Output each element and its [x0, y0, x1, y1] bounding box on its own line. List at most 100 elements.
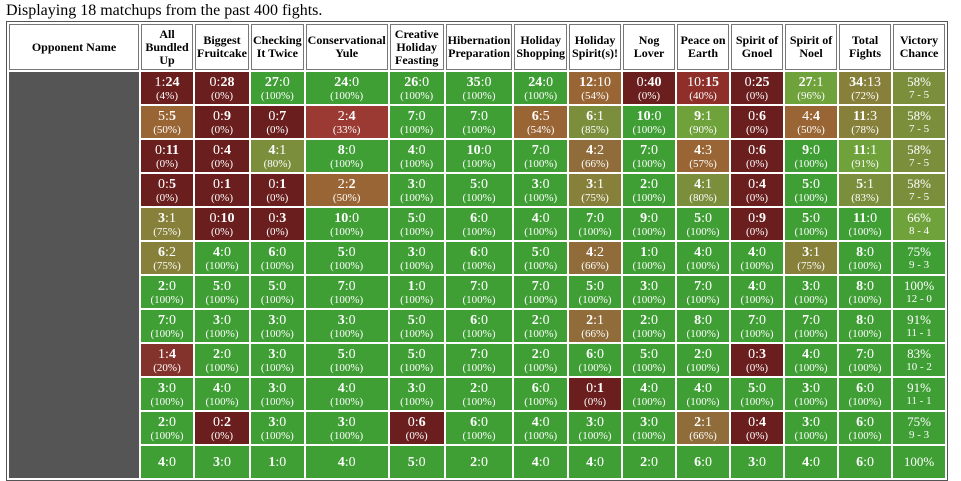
matchup-score: 0:3	[731, 347, 783, 362]
matchup-score: 2:0	[446, 455, 513, 470]
losses-count: 4	[812, 108, 820, 124]
matchup-score: 7:0	[623, 143, 675, 158]
matchup-score: 5:5	[141, 109, 193, 124]
losses-count: 0	[650, 210, 658, 226]
victory-chance-cell: 66% 8 - 4	[893, 208, 946, 240]
matchup-score: 1:0	[623, 245, 675, 260]
matchup-cell: 0:9 (0%)	[195, 106, 249, 138]
matchup-score: 4:1	[677, 177, 729, 192]
matchup-cell: 3:0 (100%)	[305, 412, 388, 444]
matchup-score: 5:0	[569, 279, 621, 294]
score-separator: :	[809, 346, 813, 362]
losses-count: 3	[704, 142, 712, 158]
matchup-score: 3:0	[141, 381, 193, 396]
wins-count: 0	[744, 74, 752, 90]
table-row: 1:24 (4%) 0:28 (0%) 27:0 (100%) 24:0 (100%) 26:0…	[9, 72, 946, 478]
score-separator: :	[593, 210, 597, 226]
win-percent-value: 75%	[584, 191, 606, 204]
win-percent: (0%)	[266, 191, 289, 204]
matchup-score: 4:4	[785, 109, 837, 124]
matchup-cell: 3:0 (100%)	[389, 242, 444, 274]
score-separator: :	[593, 278, 597, 294]
matchup-score: 0:28	[195, 75, 249, 90]
table-row: 6:2 (75%) 4:0 (100%) 6:0 (100%) 5:0 (100%) 3:0 (1…	[9, 242, 946, 274]
losses-count: 0	[758, 312, 766, 328]
win-percent: (66%)	[581, 327, 609, 340]
losses-count: 0	[480, 346, 488, 362]
losses-count: 0	[168, 454, 176, 470]
matchup-score: 2:0	[677, 347, 729, 362]
losses-count: 0	[758, 454, 766, 470]
wins-count: 9	[802, 142, 810, 158]
losses-count: 0	[542, 142, 550, 158]
score-separator: :	[220, 278, 224, 294]
losses-count: 0	[223, 380, 231, 396]
score-separator: :	[593, 454, 597, 470]
matchup-cell: 3:0 (100%)	[389, 378, 444, 410]
score-separator: :	[647, 244, 651, 260]
wins-count: 27	[798, 74, 813, 90]
wins-count: 5	[748, 380, 756, 396]
losses-count: 28	[220, 74, 235, 90]
matchup-cell: 5:0 (100%)	[195, 276, 249, 308]
wins-count: 0	[268, 176, 276, 192]
win-percent-value: 100%	[852, 361, 878, 374]
wins-count: 3	[268, 346, 276, 362]
wins-count: 0	[209, 210, 217, 226]
losses-count: 0	[279, 312, 287, 328]
wins-count: 3	[213, 454, 221, 470]
score-separator: :	[647, 210, 651, 226]
matchup-cell: 7:0 (100%)	[514, 140, 568, 172]
wins-count: 1	[158, 346, 166, 362]
victory-chance-cell: 75% 9 - 3	[893, 242, 946, 274]
score-separator: :	[809, 278, 813, 294]
matchup-score: 3:0	[785, 415, 837, 430]
matchup-cell: 5:0 (100%)	[677, 208, 730, 240]
win-percent: (4%)	[155, 89, 178, 102]
win-percent: (100%)	[462, 293, 496, 306]
win-percent-value: 100%	[264, 429, 291, 442]
win-percent: (66%)	[581, 259, 609, 272]
win-percent-value: 100%	[527, 225, 554, 238]
wins-count: 7	[407, 108, 415, 124]
win-percent: (0%)	[638, 89, 661, 102]
matchup-score: 10:0	[306, 211, 388, 226]
losses-count: 0	[279, 244, 287, 260]
win-percent-value: 91%	[854, 157, 876, 170]
matchup-score: 3:0	[306, 415, 388, 430]
score-separator: :	[593, 108, 597, 124]
matchup-score: 34:13	[839, 75, 891, 90]
losses-count: 0	[812, 414, 820, 430]
score-separator: :	[755, 380, 759, 396]
wins-count: 35	[466, 74, 481, 90]
matchup-cell: 4:0	[569, 446, 622, 478]
score-separator: :	[414, 414, 419, 430]
matchup-score: 5:0	[731, 381, 783, 396]
win-percent-value: 100%	[527, 327, 554, 340]
matchup-cell: 2:1 (66%)	[677, 412, 730, 444]
win-percent: (0%)	[746, 361, 769, 374]
win-percent: (72%)	[851, 89, 879, 102]
win-percent-value: 100%	[527, 89, 554, 102]
matchups-body: 1:24 (4%) 0:28 (0%) 27:0 (100%) 24:0 (100%) 26:0…	[9, 72, 946, 478]
losses-count: 3	[870, 108, 878, 124]
matchup-cell: 1:0 (100%)	[389, 276, 444, 308]
wins-count: 4	[802, 454, 810, 470]
victory-percent: 66%	[907, 210, 931, 225]
score-separator: :	[344, 346, 349, 362]
wins-count: 2	[586, 312, 594, 328]
matchup-score: 5:0	[514, 245, 567, 260]
wins-count: 5	[407, 454, 415, 470]
matchup-score: 0:9	[731, 211, 783, 226]
win-percent: (100%)	[524, 395, 558, 408]
losses-count: 0	[596, 346, 604, 362]
win-percent: (0%)	[266, 225, 289, 238]
losses-count: 0	[348, 312, 356, 328]
win-percent-value: 83%	[854, 191, 876, 204]
matchup-score: 2:0	[514, 347, 567, 362]
wins-count: 5	[158, 108, 166, 124]
score-separator: :	[414, 380, 419, 396]
losses-count: 6	[418, 414, 426, 430]
score-separator: :	[161, 74, 166, 90]
losses-count: 0	[596, 454, 604, 470]
